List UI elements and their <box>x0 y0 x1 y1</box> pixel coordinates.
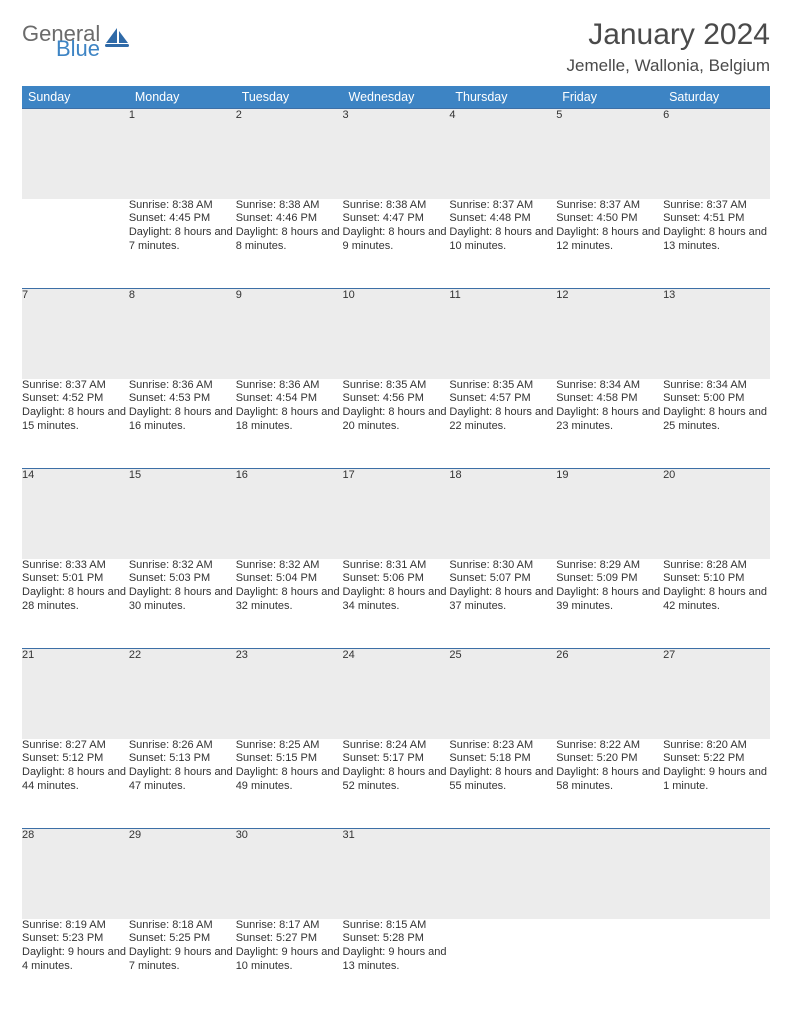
day-content-cell: Sunrise: 8:32 AMSunset: 5:03 PMDaylight:… <box>129 559 236 649</box>
day-number-cell <box>22 109 129 199</box>
day-number-cell: 10 <box>343 289 450 379</box>
day-content-row: Sunrise: 8:19 AMSunset: 5:23 PMDaylight:… <box>22 919 770 1009</box>
day-number-cell <box>449 829 556 919</box>
day-number-row: 78910111213 <box>22 289 770 379</box>
day-number-cell: 17 <box>343 469 450 559</box>
day-number-cell: 6 <box>663 109 770 199</box>
day-content-cell: Sunrise: 8:34 AMSunset: 4:58 PMDaylight:… <box>556 379 663 469</box>
day-content-cell: Sunrise: 8:34 AMSunset: 5:00 PMDaylight:… <box>663 379 770 469</box>
day-content-row: Sunrise: 8:33 AMSunset: 5:01 PMDaylight:… <box>22 559 770 649</box>
day-number-cell: 29 <box>129 829 236 919</box>
day-content-cell: Sunrise: 8:31 AMSunset: 5:06 PMDaylight:… <box>343 559 450 649</box>
day-number-cell: 12 <box>556 289 663 379</box>
day-number-row: 21222324252627 <box>22 649 770 739</box>
weekday-header: Monday <box>129 86 236 109</box>
day-number-cell: 31 <box>343 829 450 919</box>
day-number-cell: 14 <box>22 469 129 559</box>
day-number-cell: 9 <box>236 289 343 379</box>
day-content-cell: Sunrise: 8:32 AMSunset: 5:04 PMDaylight:… <box>236 559 343 649</box>
day-number-cell: 5 <box>556 109 663 199</box>
day-content-cell <box>556 919 663 1009</box>
day-content-cell: Sunrise: 8:26 AMSunset: 5:13 PMDaylight:… <box>129 739 236 829</box>
day-number-cell <box>663 829 770 919</box>
day-content-cell: Sunrise: 8:20 AMSunset: 5:22 PMDaylight:… <box>663 739 770 829</box>
day-number-row: 14151617181920 <box>22 469 770 559</box>
day-number-cell: 16 <box>236 469 343 559</box>
day-number-cell: 28 <box>22 829 129 919</box>
calendar-table: SundayMondayTuesdayWednesdayThursdayFrid… <box>22 86 770 1009</box>
day-content-row: Sunrise: 8:37 AMSunset: 4:52 PMDaylight:… <box>22 379 770 469</box>
title-block: January 2024 Jemelle, Wallonia, Belgium <box>567 18 770 76</box>
day-number-cell: 1 <box>129 109 236 199</box>
weekday-header: Tuesday <box>236 86 343 109</box>
logo-text-blue: Blue <box>56 39 100 60</box>
day-number-cell: 3 <box>343 109 450 199</box>
day-content-row: Sunrise: 8:27 AMSunset: 5:12 PMDaylight:… <box>22 739 770 829</box>
day-content-cell: Sunrise: 8:38 AMSunset: 4:46 PMDaylight:… <box>236 199 343 289</box>
day-number-cell: 25 <box>449 649 556 739</box>
day-number-cell: 11 <box>449 289 556 379</box>
day-number-cell: 2 <box>236 109 343 199</box>
weekday-header-row: SundayMondayTuesdayWednesdayThursdayFrid… <box>22 86 770 109</box>
day-number-cell: 15 <box>129 469 236 559</box>
day-content-cell: Sunrise: 8:33 AMSunset: 5:01 PMDaylight:… <box>22 559 129 649</box>
day-content-cell: Sunrise: 8:25 AMSunset: 5:15 PMDaylight:… <box>236 739 343 829</box>
day-content-cell: Sunrise: 8:28 AMSunset: 5:10 PMDaylight:… <box>663 559 770 649</box>
logo: General Blue <box>22 24 132 60</box>
day-content-cell: Sunrise: 8:38 AMSunset: 4:47 PMDaylight:… <box>343 199 450 289</box>
day-content-cell <box>663 919 770 1009</box>
day-number-cell: 24 <box>343 649 450 739</box>
day-content-cell: Sunrise: 8:37 AMSunset: 4:48 PMDaylight:… <box>449 199 556 289</box>
day-content-cell: Sunrise: 8:18 AMSunset: 5:25 PMDaylight:… <box>129 919 236 1009</box>
header: General Blue January 2024 Jemelle, Wallo… <box>22 18 770 76</box>
day-number-cell: 23 <box>236 649 343 739</box>
day-number-cell: 8 <box>129 289 236 379</box>
weekday-header: Friday <box>556 86 663 109</box>
day-number-cell: 19 <box>556 469 663 559</box>
weekday-header: Saturday <box>663 86 770 109</box>
weekday-header: Thursday <box>449 86 556 109</box>
day-content-cell: Sunrise: 8:36 AMSunset: 4:53 PMDaylight:… <box>129 379 236 469</box>
day-content-cell: Sunrise: 8:17 AMSunset: 5:27 PMDaylight:… <box>236 919 343 1009</box>
day-content-cell: Sunrise: 8:37 AMSunset: 4:50 PMDaylight:… <box>556 199 663 289</box>
weekday-header: Wednesday <box>343 86 450 109</box>
day-content-cell: Sunrise: 8:38 AMSunset: 4:45 PMDaylight:… <box>129 199 236 289</box>
day-content-cell: Sunrise: 8:24 AMSunset: 5:17 PMDaylight:… <box>343 739 450 829</box>
day-content-cell: Sunrise: 8:19 AMSunset: 5:23 PMDaylight:… <box>22 919 129 1009</box>
day-content-cell: Sunrise: 8:35 AMSunset: 4:56 PMDaylight:… <box>343 379 450 469</box>
day-content-cell: Sunrise: 8:37 AMSunset: 4:51 PMDaylight:… <box>663 199 770 289</box>
day-number-cell: 13 <box>663 289 770 379</box>
sail-icon <box>104 26 132 57</box>
day-content-cell: Sunrise: 8:35 AMSunset: 4:57 PMDaylight:… <box>449 379 556 469</box>
day-number-cell: 18 <box>449 469 556 559</box>
day-content-cell: Sunrise: 8:29 AMSunset: 5:09 PMDaylight:… <box>556 559 663 649</box>
day-number-cell: 30 <box>236 829 343 919</box>
day-number-row: 28293031 <box>22 829 770 919</box>
day-number-cell: 26 <box>556 649 663 739</box>
day-content-cell: Sunrise: 8:23 AMSunset: 5:18 PMDaylight:… <box>449 739 556 829</box>
day-number-cell: 22 <box>129 649 236 739</box>
day-number-cell: 20 <box>663 469 770 559</box>
day-content-cell: Sunrise: 8:27 AMSunset: 5:12 PMDaylight:… <box>22 739 129 829</box>
day-content-cell <box>449 919 556 1009</box>
day-content-row: Sunrise: 8:38 AMSunset: 4:45 PMDaylight:… <box>22 199 770 289</box>
weekday-header: Sunday <box>22 86 129 109</box>
day-content-cell: Sunrise: 8:30 AMSunset: 5:07 PMDaylight:… <box>449 559 556 649</box>
month-title: January 2024 <box>567 18 770 52</box>
day-content-cell: Sunrise: 8:22 AMSunset: 5:20 PMDaylight:… <box>556 739 663 829</box>
day-number-cell: 21 <box>22 649 129 739</box>
location: Jemelle, Wallonia, Belgium <box>567 56 770 76</box>
day-number-cell: 4 <box>449 109 556 199</box>
day-number-cell: 7 <box>22 289 129 379</box>
day-content-cell: Sunrise: 8:36 AMSunset: 4:54 PMDaylight:… <box>236 379 343 469</box>
day-content-cell: Sunrise: 8:37 AMSunset: 4:52 PMDaylight:… <box>22 379 129 469</box>
day-content-cell: Sunrise: 8:15 AMSunset: 5:28 PMDaylight:… <box>343 919 450 1009</box>
day-number-cell <box>556 829 663 919</box>
day-content-cell <box>22 199 129 289</box>
day-number-cell: 27 <box>663 649 770 739</box>
day-number-row: 123456 <box>22 109 770 199</box>
